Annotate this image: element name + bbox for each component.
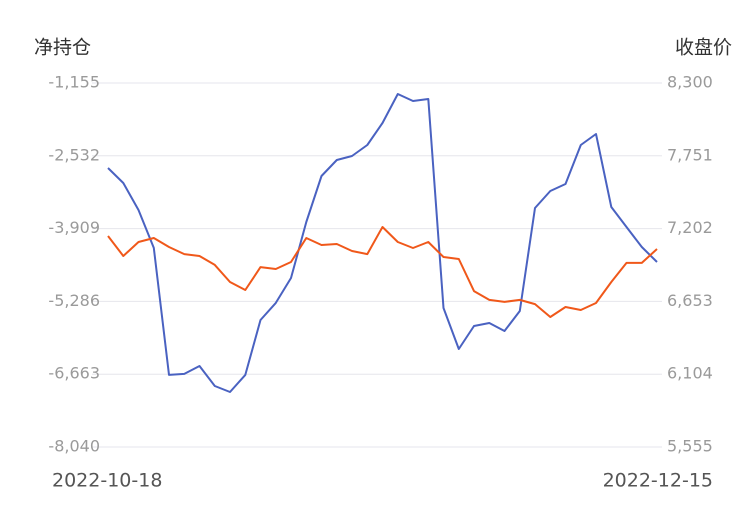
y-tick-label: -5,286 <box>48 291 100 310</box>
y2-tick-label: 5,555 <box>667 437 713 456</box>
series-line <box>107 226 658 318</box>
y-tick-label: -2,532 <box>48 145 100 164</box>
y2-tick-label: 6,653 <box>667 291 713 310</box>
y-axis-title: 净持仓 <box>34 37 91 59</box>
y-tick-label: -6,663 <box>48 364 100 383</box>
y2-tick-label: 8,300 <box>667 73 713 92</box>
y2-tick-label: 6,104 <box>667 364 713 383</box>
y-tick-label: -1,155 <box>48 73 100 92</box>
y2-tick-label: 7,751 <box>667 145 713 164</box>
y-tick-label: -8,040 <box>48 437 100 456</box>
x-tick-label: 2022-10-18 <box>52 470 162 492</box>
series-line <box>107 93 658 393</box>
y-tick-label: -3,909 <box>48 218 100 237</box>
y2-axis-title: 收盘价 <box>675 37 732 59</box>
x-tick-label: 2022-12-15 <box>603 470 713 492</box>
y2-tick-label: 7,202 <box>667 218 713 237</box>
